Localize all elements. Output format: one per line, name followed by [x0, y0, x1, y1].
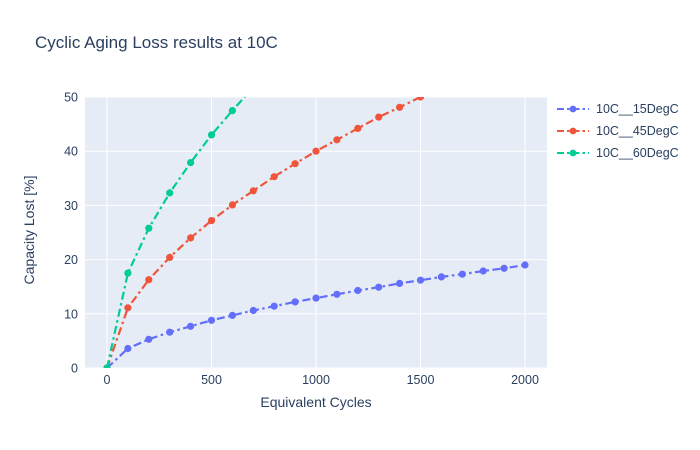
x-tick-label: 2000	[511, 373, 539, 387]
series-10C__60DegC	[103, 84, 257, 368]
series-marker	[291, 298, 299, 306]
y-axis-title: Capacity Lost [%]	[21, 175, 37, 285]
series-marker	[166, 253, 174, 261]
legend-item-15degc[interactable]: 10C__15DegC	[556, 100, 679, 118]
series-marker	[187, 234, 195, 242]
series-marker	[145, 224, 153, 232]
x-tick-label: 1000	[302, 373, 330, 387]
series-marker	[207, 217, 216, 225]
y-tick-label: 40	[64, 145, 78, 159]
series-marker	[375, 283, 383, 291]
series-marker	[312, 147, 320, 155]
legend-line-sample	[557, 127, 589, 135]
series-marker	[228, 107, 236, 115]
legend: 10C__15DegC 10C__45DegC 10C__60DegC	[556, 100, 679, 162]
series-marker	[437, 273, 445, 281]
series-marker	[228, 311, 236, 319]
series-marker	[124, 269, 132, 277]
series-marker	[166, 328, 174, 336]
legend-line-sample	[557, 105, 589, 113]
series-marker	[207, 131, 216, 139]
series-marker	[396, 279, 404, 287]
y-tick-label: 20	[64, 253, 78, 267]
series-marker	[124, 344, 132, 353]
series-marker	[228, 201, 236, 209]
y-tick-label: 0	[71, 362, 78, 376]
y-tick-label: 30	[64, 199, 78, 213]
chart-title: Cyclic Aging Loss results at 10C	[35, 33, 278, 52]
series-marker	[250, 84, 257, 91]
series-marker	[270, 302, 278, 310]
series-marker	[124, 304, 132, 312]
series-marker	[187, 159, 195, 167]
series-marker	[270, 173, 278, 181]
series-marker	[458, 270, 466, 278]
x-tick-label: 1500	[407, 373, 435, 387]
series-marker	[312, 294, 320, 302]
series-marker	[333, 136, 341, 144]
legend-item-60degc[interactable]: 10C__60DegC	[556, 144, 679, 162]
series-marker	[521, 261, 529, 269]
series-marker	[249, 187, 257, 195]
series-marker	[354, 124, 362, 132]
series-marker	[396, 103, 404, 111]
series-marker	[187, 322, 195, 330]
y-tick-label: 10	[64, 307, 78, 321]
series-marker	[354, 286, 362, 295]
series-marker	[145, 335, 153, 343]
legend-label: 10C__45DegC	[596, 124, 679, 138]
x-tick-label: 500	[201, 373, 222, 387]
legend-line-sample	[557, 149, 589, 157]
legend-label: 10C__60DegC	[596, 146, 679, 160]
series-line	[105, 97, 421, 368]
series-marker	[333, 290, 341, 298]
y-tick-label: 50	[64, 91, 78, 105]
series-marker	[103, 364, 111, 368]
series-marker	[416, 97, 425, 101]
legend-item-45degc[interactable]: 10C__45DegC	[556, 122, 679, 140]
series-marker	[375, 113, 383, 121]
series-10C__15DegC	[103, 261, 529, 368]
legend-label: 10C__15DegC	[596, 102, 679, 116]
series-marker	[416, 276, 425, 284]
x-tick-label: 0	[104, 373, 111, 387]
series-marker	[207, 316, 216, 324]
series-marker	[291, 160, 299, 168]
series-marker	[249, 306, 257, 315]
series-marker	[166, 189, 174, 197]
series-line	[105, 97, 247, 368]
series-marker	[500, 264, 508, 272]
series-marker	[145, 276, 153, 284]
series-marker	[479, 267, 487, 275]
x-axis-title: Equivalent Cycles	[260, 394, 372, 410]
